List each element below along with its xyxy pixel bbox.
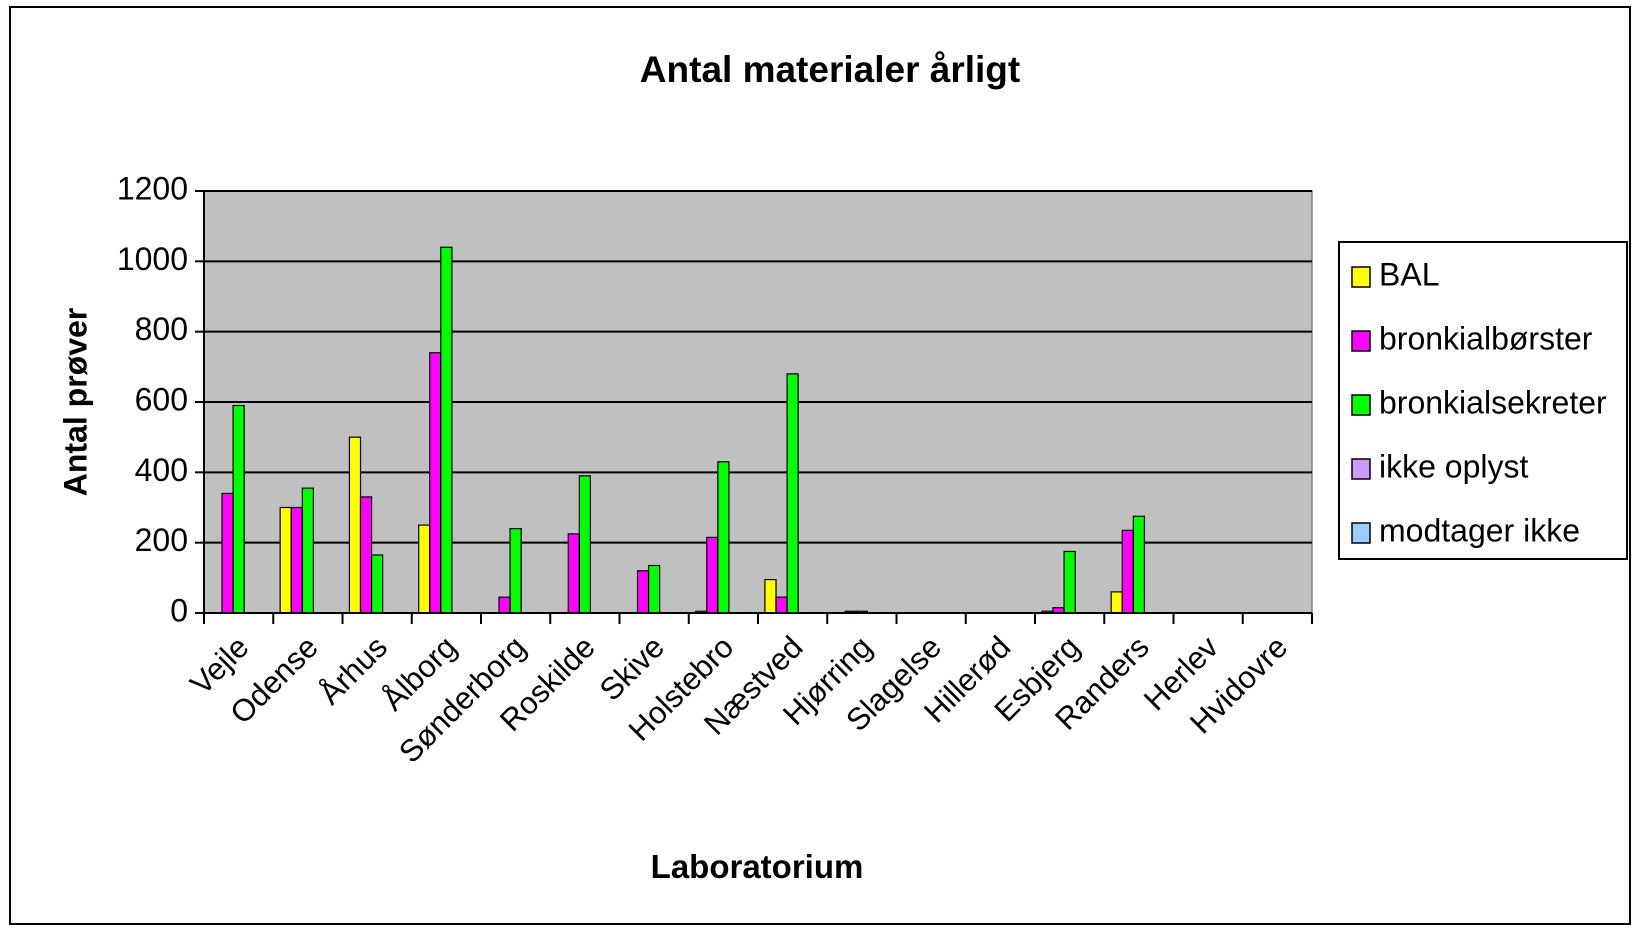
legend-box: [1338, 241, 1628, 560]
legend-swatch: [1351, 266, 1371, 288]
y-tick-label: 600: [135, 381, 188, 417]
legend-swatch: [1351, 522, 1371, 544]
bar: [706, 536, 719, 614]
legend-label: ikke oplyst: [1379, 448, 1529, 484]
y-tick-label: 1200: [117, 170, 188, 206]
bar: [509, 527, 522, 614]
bar: [1121, 529, 1134, 614]
bar: [764, 578, 777, 614]
bar: [290, 506, 303, 614]
bar: [221, 492, 234, 614]
x-axis-title: Laboratorium: [651, 848, 864, 885]
legend-label: modtager ikke: [1379, 512, 1580, 548]
bar: [232, 404, 245, 614]
legend-swatch: [1351, 330, 1371, 352]
y-tick-label: 200: [135, 522, 188, 558]
bar: [1132, 515, 1146, 614]
bar: [498, 596, 511, 614]
legend-label: bronkialbørster: [1379, 320, 1593, 356]
bar: [1110, 591, 1123, 614]
bar: [440, 246, 453, 614]
bar: [418, 524, 431, 614]
bar: [370, 554, 384, 614]
bar: [279, 506, 292, 614]
legend-label: BAL: [1379, 256, 1439, 292]
bar: [636, 570, 650, 614]
bar: [1063, 550, 1076, 614]
legend-label: bronkialsekreter: [1379, 384, 1607, 420]
bar: [717, 461, 730, 614]
bar: [429, 352, 442, 614]
bar: [647, 564, 661, 614]
y-tick-label: 1000: [117, 241, 188, 277]
y-tick-label: 800: [135, 311, 188, 347]
bar: [775, 596, 788, 614]
bar: [578, 475, 592, 614]
bar: [301, 487, 315, 614]
y-tick-label: 400: [135, 452, 188, 488]
legend-swatch: [1351, 394, 1371, 416]
bar: [359, 496, 373, 614]
legend-swatch: [1351, 458, 1371, 480]
chart-title: Antal materialer årligt: [640, 49, 1020, 90]
bar: [348, 436, 362, 614]
bar: [567, 533, 580, 614]
y-axis-title: Antal prøver: [57, 308, 93, 496]
bar: [786, 373, 799, 614]
y-tick-label: 0: [170, 592, 188, 628]
